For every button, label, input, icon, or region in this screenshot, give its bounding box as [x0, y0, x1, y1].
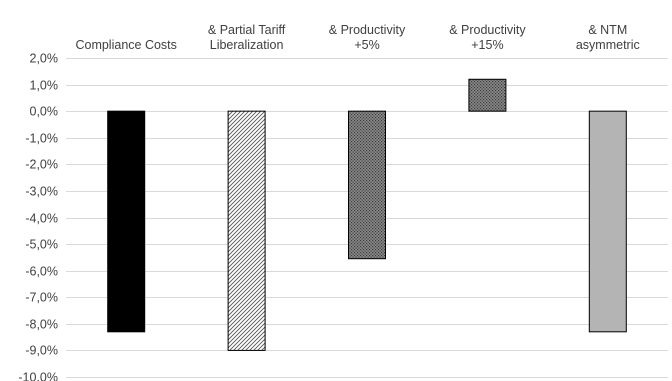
y-axis: 2,0% 1,0% 0,0% -1,0% -2,0% -3,0% -4,0% -5,0% -6,… [18, 52, 58, 381]
category-label: & Productivity [449, 23, 526, 37]
category-label: & Partial Tariff [208, 23, 286, 37]
y-tick-label: -5,0% [25, 238, 58, 252]
category-label: asymmetric [576, 38, 640, 52]
y-tick-label: -9,0% [25, 344, 58, 358]
y-tick-label: 0,0% [30, 105, 59, 119]
bar [107, 110, 146, 333]
bar [468, 78, 507, 112]
y-tick-label: -8,0% [25, 318, 58, 332]
bar [588, 110, 627, 333]
y-tick-label: -1,0% [25, 132, 58, 146]
category-label: Compliance Costs [75, 38, 176, 52]
y-tick-label: -7,0% [25, 291, 58, 305]
y-tick-label: -10,0% [18, 371, 58, 381]
category-label: +5% [354, 38, 379, 52]
category-labels: Compliance Costs & Partial TariffLiberali… [75, 23, 639, 52]
y-tick-label: -3,0% [25, 185, 58, 199]
y-tick-label: -4,0% [25, 212, 58, 226]
category-label: Liberalization [210, 38, 284, 52]
category-label: & NTM [588, 23, 627, 37]
category-label: & Productivity [329, 23, 406, 37]
y-tick-label: 1,0% [30, 79, 59, 93]
bars [107, 78, 627, 351]
y-tick-label: -6,0% [25, 265, 58, 279]
category-label: +15% [471, 38, 503, 52]
y-tick-label: -2,0% [25, 158, 58, 172]
y-tick-label: 2,0% [30, 52, 59, 66]
bar [227, 110, 266, 351]
bar [348, 110, 386, 260]
